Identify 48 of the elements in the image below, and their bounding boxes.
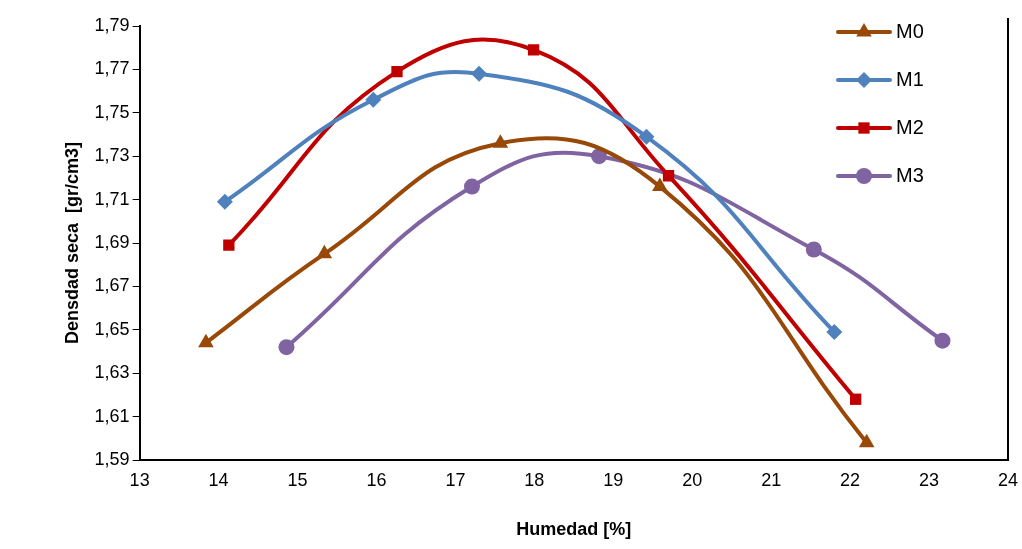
point <box>471 65 488 82</box>
x-tick-label: 16 <box>366 469 387 490</box>
x-tick-label: 15 <box>287 469 308 490</box>
point <box>278 339 295 356</box>
x-tick-label: 13 <box>129 469 150 490</box>
y-tick-label: 1,63 <box>94 362 130 383</box>
x-tick-label: 17 <box>445 469 466 490</box>
y-tick-label: 1,67 <box>94 275 130 296</box>
y-tick-label: 1,59 <box>94 448 130 469</box>
point <box>492 134 509 148</box>
legend-label: M1 <box>896 67 924 90</box>
legend-label: M0 <box>896 19 924 42</box>
point <box>826 323 843 340</box>
point <box>934 332 951 349</box>
y-tick-label: 1,79 <box>94 14 130 35</box>
legend-label: M2 <box>896 115 924 138</box>
point <box>216 193 233 210</box>
point <box>858 433 875 448</box>
point <box>662 170 675 182</box>
point <box>365 91 382 108</box>
y-axis-title: Densdad seca [gr/cm3] <box>61 141 82 345</box>
x-tick-label: 22 <box>840 469 861 490</box>
x-tick-label: 19 <box>603 469 624 490</box>
y-tick-label: 1,61 <box>94 405 130 426</box>
legend-label: M3 <box>896 163 924 186</box>
y-tick-label: 1,65 <box>94 318 130 339</box>
x-tick-label: 23 <box>919 469 940 490</box>
y-tick-label: 1,75 <box>94 101 130 122</box>
point <box>805 241 822 258</box>
y-tick-label: 1,71 <box>94 188 130 209</box>
x-tick-label: 20 <box>682 469 703 490</box>
y-tick-label: 1,77 <box>94 58 130 79</box>
x-tick-label: 24 <box>997 469 1019 490</box>
point <box>391 65 403 78</box>
point <box>527 44 540 56</box>
x-tick-label: 14 <box>208 469 229 490</box>
point <box>223 239 235 251</box>
x-tick-label: 21 <box>761 469 782 490</box>
y-tick-label: 1,73 <box>94 145 130 166</box>
x-tick-label: 18 <box>524 469 545 490</box>
y-tick-label: 1,69 <box>94 231 130 252</box>
point <box>198 333 214 348</box>
point <box>638 128 655 145</box>
point <box>463 178 480 195</box>
x-axis-title: Humedad [%] <box>516 519 632 540</box>
point <box>849 393 862 405</box>
point <box>652 177 668 192</box>
point <box>316 244 333 259</box>
